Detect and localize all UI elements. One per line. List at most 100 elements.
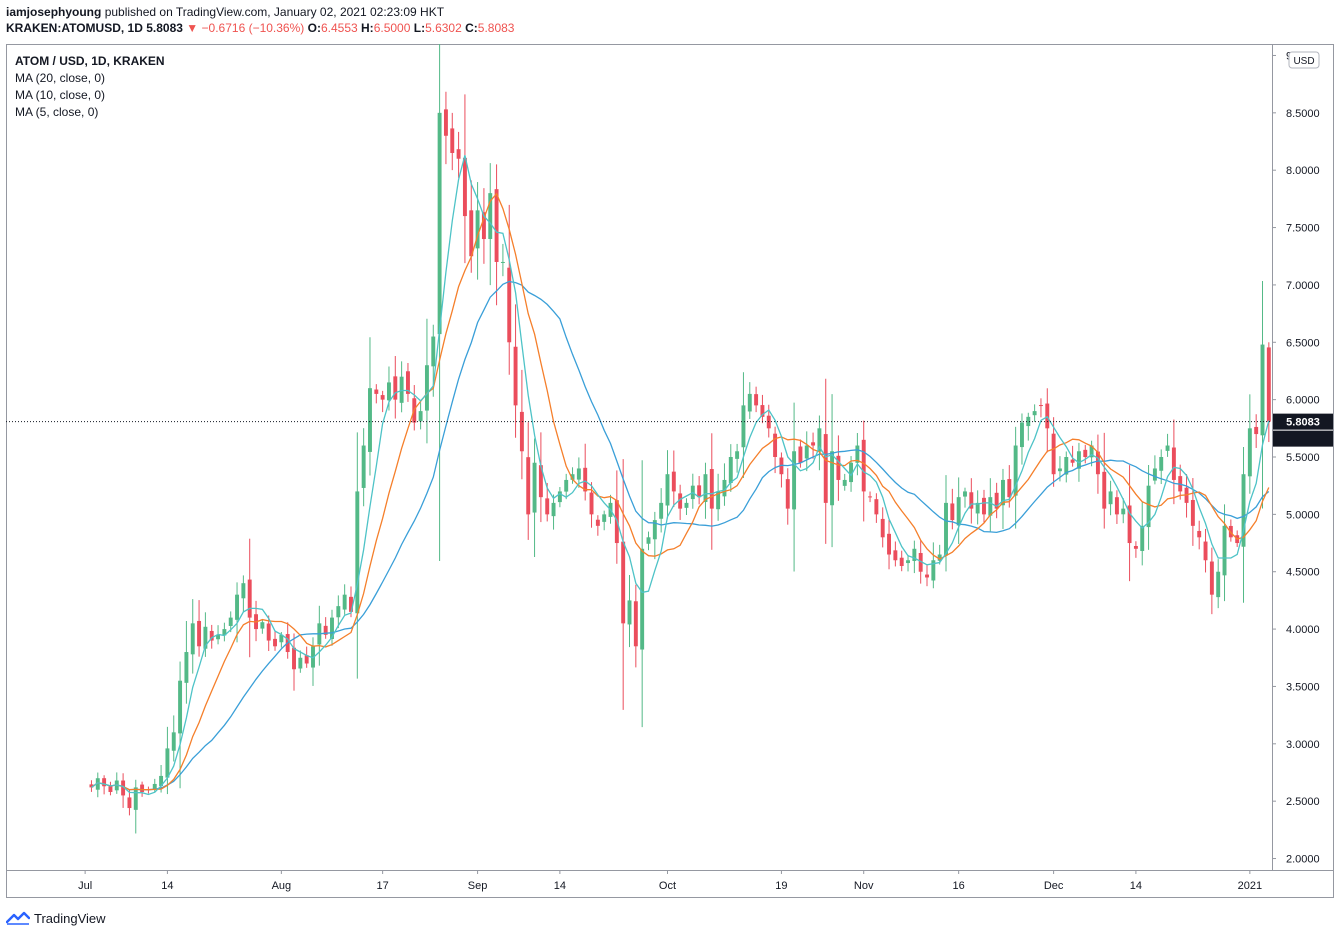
candle-body <box>418 411 423 422</box>
candle-up <box>1020 413 1024 465</box>
candle-body <box>330 617 334 640</box>
candle-body <box>95 778 100 790</box>
candle-down <box>1083 444 1088 464</box>
candle-down <box>1203 528 1208 573</box>
candle-down <box>697 476 702 505</box>
candle-body <box>963 491 967 497</box>
candle-body <box>494 189 499 262</box>
candle-body <box>108 785 113 792</box>
candle-up <box>355 432 360 679</box>
candle-body <box>1001 479 1005 506</box>
price-tick-label: 8.0000 <box>1286 165 1320 177</box>
price-tick-label: 8.5000 <box>1286 108 1320 120</box>
candle-body <box>716 491 721 510</box>
candle-up <box>842 473 847 491</box>
candle-up <box>1026 412 1031 441</box>
candle-body <box>298 657 303 669</box>
candle-body <box>1190 499 1195 526</box>
candle-body <box>1171 447 1176 480</box>
candle-down <box>621 459 626 710</box>
candle-down <box>292 633 296 691</box>
candle-body <box>152 783 157 790</box>
symbol-label: KRAKEN:ATOMUSD, 1D <box>6 21 143 35</box>
candle-body <box>836 455 841 480</box>
candle-down <box>1197 520 1202 550</box>
candle-body <box>1133 545 1138 549</box>
candle-body <box>659 502 664 519</box>
candle-body <box>678 493 683 509</box>
candle-body <box>1064 457 1069 475</box>
open-value: 6.4553 <box>320 21 358 35</box>
candle-body <box>380 395 385 400</box>
candle-down <box>405 362 410 402</box>
candle-body <box>437 112 442 335</box>
candle-down <box>1102 432 1107 529</box>
candle-body <box>197 620 202 647</box>
candle-body <box>874 499 879 515</box>
candle-body <box>500 261 505 263</box>
candle-body <box>937 554 942 561</box>
ma5-line <box>91 155 1270 796</box>
candle-body <box>1032 411 1037 416</box>
candle-body <box>1203 541 1208 561</box>
candle-body <box>956 497 961 526</box>
price-chart[interactable]: 2.0000 2.5000 3.0000 3.5000 4.0000 4.5000 5.00… <box>6 44 1334 898</box>
price-tick-label: 2.0000 <box>1286 854 1320 866</box>
candle-up <box>190 599 195 674</box>
legend-ma10[interactable]: MA (10, close, 0) <box>15 88 106 102</box>
candle-body <box>1114 497 1119 515</box>
candle-up <box>260 619 265 634</box>
candle-down <box>494 164 499 306</box>
candle-body <box>1209 561 1214 595</box>
candle-down <box>121 773 126 808</box>
candle-body <box>785 479 790 509</box>
candle-body <box>1007 479 1012 498</box>
candle-up <box>716 473 721 521</box>
time-axis: Jul 14 Aug 17 Sep 14 Oct 19 Nov 16 Dec 14 2021 <box>78 870 1262 892</box>
candle-body <box>304 655 309 664</box>
author-name[interactable]: iamjosephyoung <box>6 5 102 19</box>
candle-body <box>589 492 594 515</box>
candle-body <box>121 780 126 796</box>
chart-frame <box>6 44 1334 898</box>
footer-brand[interactable]: TradingView <box>6 906 106 930</box>
candle-body <box>1140 525 1145 551</box>
candle-down <box>785 468 790 525</box>
candle-up <box>906 554 910 572</box>
candle-body <box>203 626 208 649</box>
chart-container[interactable]: 2.0000 2.5000 3.0000 3.5000 4.0000 4.5000 5.00… <box>6 44 1334 898</box>
candle-down <box>102 775 107 795</box>
candle-body <box>184 652 189 683</box>
candle-body <box>804 445 809 459</box>
candle-body <box>355 491 360 614</box>
candle-body <box>323 625 328 635</box>
candle-body <box>513 346 518 406</box>
candle-body <box>1247 428 1252 477</box>
candle-up <box>975 490 980 525</box>
candle-down <box>760 394 765 424</box>
legend-ma20[interactable]: MA (20, close, 0) <box>15 71 106 85</box>
candle-down <box>273 631 277 651</box>
candle-body <box>1095 451 1100 475</box>
candle-body <box>1152 468 1157 481</box>
candle-up <box>95 772 100 798</box>
candle-body <box>551 502 556 517</box>
candle-body <box>1083 449 1088 457</box>
candle-up <box>1032 404 1037 422</box>
candle-body <box>792 451 797 510</box>
candle-down <box>1127 465 1132 582</box>
candle-down <box>836 435 841 501</box>
candle-up <box>684 498 689 516</box>
candle-body <box>773 433 778 457</box>
candle-down <box>127 789 132 816</box>
candle-up <box>602 510 607 531</box>
candle-up <box>1165 433 1170 457</box>
candle-up <box>1140 502 1145 566</box>
countdown-badge-box <box>1273 430 1333 447</box>
candle-body <box>159 775 164 786</box>
candle-down <box>950 488 955 530</box>
chart-legend: ATOM / USD, 1D, KRAKEN MA (20, close, 0)… <box>15 53 165 121</box>
legend-ma5[interactable]: MA (5, close, 0) <box>15 105 99 119</box>
candle-body <box>456 149 461 159</box>
candle-body <box>1266 347 1271 422</box>
